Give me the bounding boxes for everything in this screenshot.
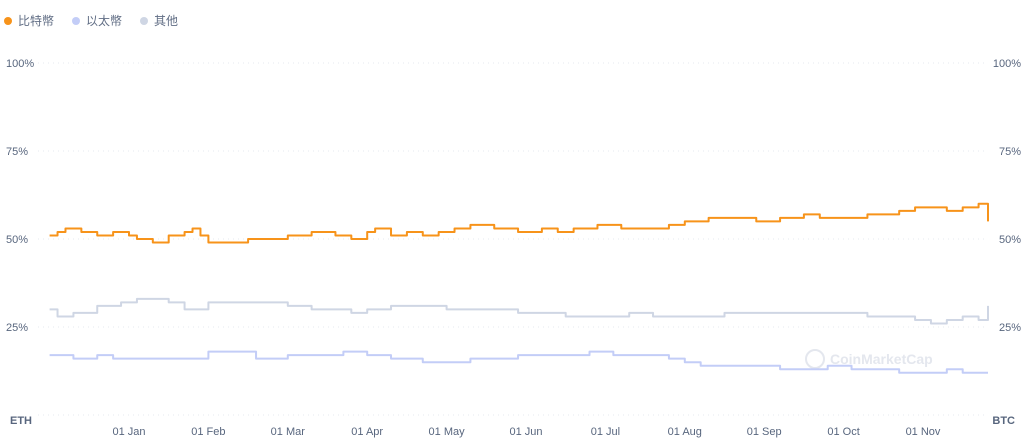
legend-label-btc: 比特幣 [18, 14, 55, 28]
watermark-logo-icon [805, 349, 825, 369]
x-tick-label: 01 Nov [906, 426, 941, 438]
x-tick-label: 01 Aug [668, 426, 702, 438]
x-tick-label: 01 May [429, 426, 466, 438]
legend-item-btc[interactable]: 比特幣 [4, 12, 54, 29]
legend-item-eth[interactable]: 以太幣 [72, 12, 122, 29]
x-tick-label: 01 Jul [591, 426, 620, 438]
y-tick-label-right: 75% [999, 146, 1021, 158]
x-tick-label: 01 Jan [112, 426, 145, 438]
legend-item-others[interactable]: 其他 [140, 12, 178, 29]
legend-label-others: 其他 [154, 14, 179, 28]
watermark-text: CoinMarketCap [830, 351, 933, 367]
y-tick-label-left: 75% [6, 146, 28, 158]
legend-dot-btc [4, 16, 12, 25]
y-tick-label-right: 100% [993, 58, 1021, 70]
y-tick-label-left: 25% [6, 322, 28, 334]
y-tick-label-right: 25% [999, 322, 1021, 334]
x-tick-label: 01 Sep [747, 426, 782, 438]
x-tick-label: 01 Mar [271, 426, 306, 438]
x-tick-label: 01 Jun [509, 426, 542, 438]
axis-corner-label-eth: ETH [10, 415, 32, 427]
series-line-others[interactable] [49, 297, 989, 325]
x-tick-label: 01 Oct [827, 426, 859, 438]
y-tick-label-left: 100% [6, 58, 34, 70]
legend-dot-others [140, 16, 149, 25]
chart-legend: 比特幣 以太幣 其他 [4, 12, 178, 29]
y-tick-label-left: 50% [6, 234, 28, 246]
series-line-btc[interactable] [49, 202, 989, 244]
x-tick-label: 01 Feb [191, 426, 225, 438]
axis-corner-label-btc: BTC [992, 415, 1015, 427]
legend-dot-eth [72, 16, 81, 25]
series-line-eth[interactable] [49, 350, 988, 374]
y-tick-label-right: 50% [999, 234, 1021, 246]
legend-label-eth: 以太幣 [86, 14, 123, 28]
x-tick-label: 01 Apr [351, 426, 383, 438]
